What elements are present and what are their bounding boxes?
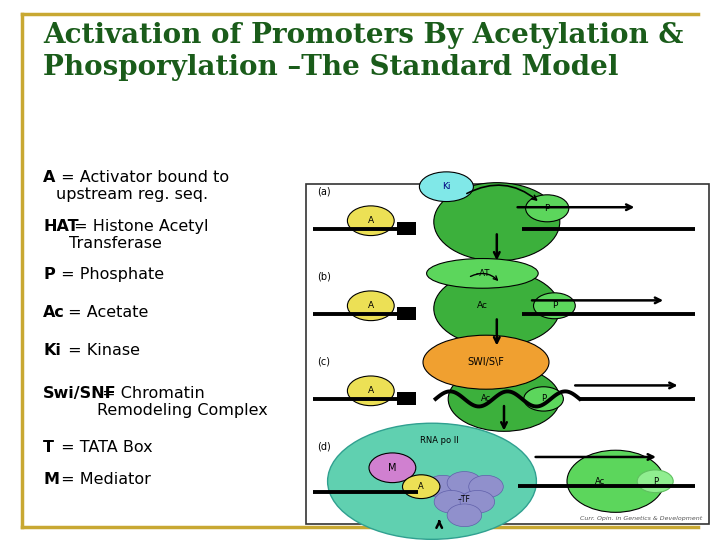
- Text: M: M: [43, 472, 59, 488]
- Text: Ac: Ac: [481, 394, 491, 403]
- Text: P: P: [544, 204, 550, 213]
- Text: RNA po II: RNA po II: [420, 436, 459, 446]
- Ellipse shape: [534, 293, 575, 319]
- Text: Ac: Ac: [595, 477, 605, 486]
- Ellipse shape: [348, 206, 395, 235]
- Text: = Activator bound to
upstream reg. seq.: = Activator bound to upstream reg. seq.: [55, 170, 229, 202]
- Text: = TATA Box: = TATA Box: [55, 440, 153, 455]
- Ellipse shape: [348, 291, 395, 321]
- Text: P: P: [43, 267, 55, 282]
- Text: Ac: Ac: [477, 301, 488, 310]
- Text: P: P: [652, 477, 658, 486]
- Text: = Phosphate: = Phosphate: [55, 267, 164, 282]
- Ellipse shape: [448, 367, 560, 431]
- Ellipse shape: [426, 259, 538, 288]
- Text: (a): (a): [317, 186, 330, 197]
- Text: = Chromatin
Remodeling Complex: = Chromatin Remodeling Complex: [96, 386, 268, 418]
- Bar: [397, 393, 416, 406]
- Ellipse shape: [369, 453, 416, 483]
- Ellipse shape: [402, 475, 440, 498]
- Ellipse shape: [348, 376, 395, 406]
- Text: SWI/S\F: SWI/S\F: [467, 357, 505, 367]
- Text: T: T: [43, 440, 54, 455]
- Ellipse shape: [433, 183, 560, 261]
- Text: Ki: Ki: [43, 343, 61, 358]
- Text: Curr. Opin. in Genetics & Development: Curr. Opin. in Genetics & Development: [580, 516, 702, 521]
- Text: A: A: [418, 482, 424, 491]
- Ellipse shape: [637, 470, 673, 492]
- Ellipse shape: [526, 195, 569, 222]
- Ellipse shape: [433, 271, 560, 346]
- Text: A: A: [368, 216, 374, 225]
- Text: –TF: –TF: [458, 495, 471, 504]
- Text: P: P: [552, 301, 557, 310]
- Bar: [397, 222, 416, 235]
- Bar: [306, 184, 709, 524]
- Text: M: M: [388, 463, 397, 473]
- Text: P: P: [541, 394, 546, 403]
- Ellipse shape: [469, 475, 503, 498]
- Text: A: A: [43, 170, 55, 185]
- Ellipse shape: [426, 475, 460, 498]
- Ellipse shape: [419, 172, 474, 201]
- Text: = Mediator: = Mediator: [55, 472, 150, 488]
- Ellipse shape: [447, 471, 482, 494]
- Text: = Acetate: = Acetate: [63, 305, 148, 320]
- Ellipse shape: [328, 423, 536, 539]
- Text: (b): (b): [317, 271, 330, 281]
- Ellipse shape: [434, 490, 469, 513]
- Ellipse shape: [567, 450, 665, 512]
- Text: = Histone Acetyl
Transferase: = Histone Acetyl Transferase: [69, 219, 209, 251]
- Text: A: A: [368, 386, 374, 395]
- Text: A: A: [368, 301, 374, 310]
- Text: (d): (d): [317, 442, 330, 451]
- Text: –AT: –AT: [475, 269, 490, 278]
- Bar: [397, 307, 416, 320]
- Text: Swi/SNF: Swi/SNF: [43, 386, 117, 401]
- Text: Ac: Ac: [43, 305, 65, 320]
- Ellipse shape: [423, 335, 549, 389]
- Ellipse shape: [524, 387, 563, 411]
- Text: Ki: Ki: [442, 182, 451, 191]
- Text: Activation of Promoters By Acetylation &
Phosporylation –The Standard Model: Activation of Promoters By Acetylation &…: [43, 22, 684, 81]
- Text: = Kinase: = Kinase: [63, 343, 140, 358]
- Text: (c): (c): [317, 356, 330, 367]
- Ellipse shape: [447, 504, 482, 526]
- Ellipse shape: [460, 490, 495, 513]
- Text: HAT: HAT: [43, 219, 78, 234]
